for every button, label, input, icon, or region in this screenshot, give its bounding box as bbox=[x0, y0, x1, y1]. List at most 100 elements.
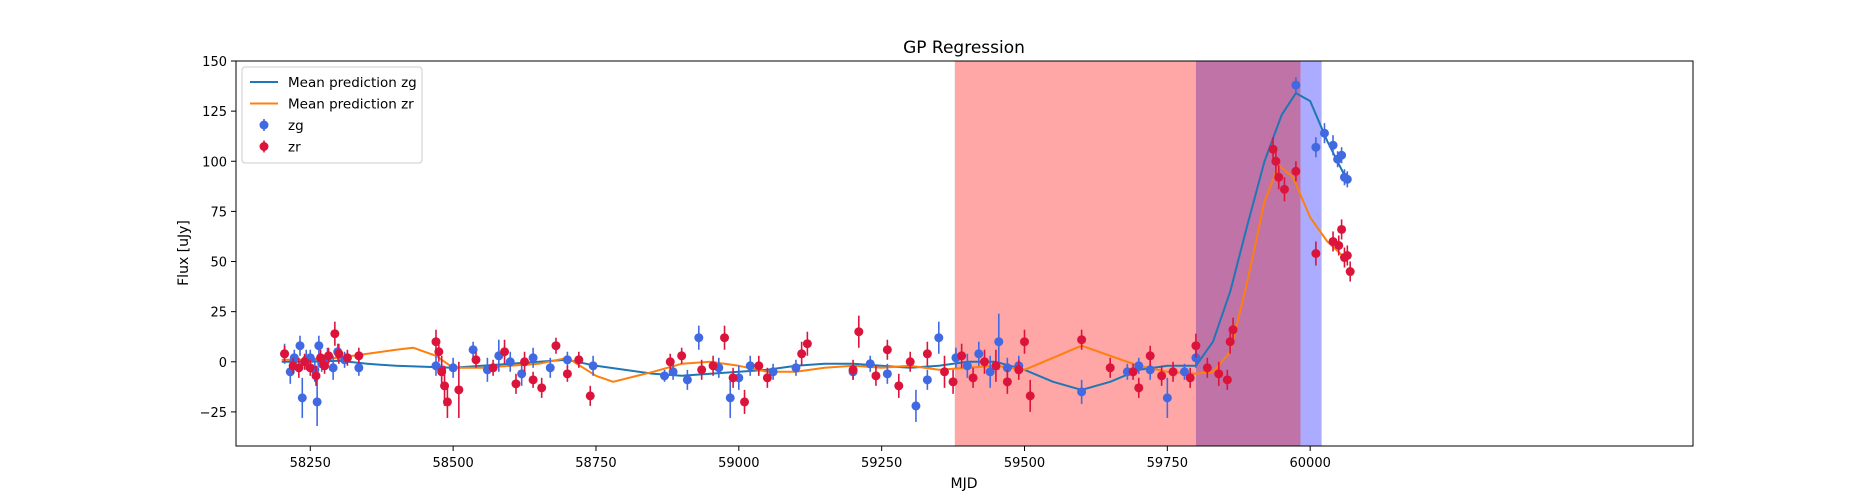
point-zr-8 bbox=[324, 347, 334, 364]
point-zr-32 bbox=[697, 359, 707, 380]
point-zr-10 bbox=[334, 343, 344, 364]
point-zr-17 bbox=[442, 385, 452, 418]
point-zr-20 bbox=[488, 359, 498, 376]
legend: Mean prediction zg Mean prediction zr zg zr bbox=[241, 66, 423, 164]
point-zr-74 bbox=[1274, 165, 1284, 190]
shaded-region-1 bbox=[1195, 61, 1301, 446]
point-zr-7 bbox=[320, 357, 330, 374]
x-tick-label-60000: 60000 bbox=[1290, 456, 1331, 471]
x-tick-label-59000: 59000 bbox=[718, 456, 759, 471]
point-zr-65 bbox=[1185, 367, 1195, 388]
y-tick-label-100: 100 bbox=[202, 155, 227, 170]
point-zg-40 bbox=[882, 363, 892, 384]
x-tick-label-58750: 58750 bbox=[575, 456, 616, 471]
point-zr-21 bbox=[500, 339, 510, 364]
point-zr-6 bbox=[316, 349, 326, 366]
point-zr-12 bbox=[354, 347, 364, 364]
legend-entry-2: zg bbox=[259, 118, 304, 134]
point-zr-62 bbox=[1145, 345, 1155, 366]
point-zr-66 bbox=[1191, 333, 1201, 358]
point-zg-18 bbox=[448, 357, 458, 378]
point-zr-50 bbox=[957, 343, 967, 368]
point-zr-39 bbox=[797, 341, 807, 366]
point-zr-0 bbox=[280, 345, 290, 362]
point-zg-63 bbox=[1337, 147, 1347, 164]
point-zr-30 bbox=[665, 353, 675, 370]
point-zr-67 bbox=[1202, 357, 1212, 378]
point-zr-76 bbox=[1291, 161, 1301, 182]
point-zg-46 bbox=[974, 341, 984, 366]
point-zg-47 bbox=[985, 355, 995, 388]
point-zr-60 bbox=[1128, 363, 1138, 380]
point-zr-68 bbox=[1214, 361, 1224, 386]
legend-label-0: Mean prediction zg bbox=[288, 75, 417, 91]
point-zg-8 bbox=[312, 377, 322, 426]
point-zr-56 bbox=[1019, 329, 1029, 354]
point-zr-4 bbox=[305, 359, 315, 376]
point-zr-23 bbox=[520, 351, 530, 372]
point-zr-64 bbox=[1168, 361, 1178, 382]
point-zg-43 bbox=[934, 321, 944, 354]
point-zr-41 bbox=[848, 359, 858, 380]
legend-label-3: zr bbox=[288, 140, 301, 156]
point-zr-22 bbox=[511, 373, 521, 394]
y-tick-label-150: 150 bbox=[202, 55, 227, 70]
point-zg-33 bbox=[725, 377, 735, 418]
y-tick-label-75: 75 bbox=[210, 205, 227, 220]
point-zg-31 bbox=[694, 325, 704, 350]
point-zr-40 bbox=[802, 331, 812, 356]
point-zr-28 bbox=[574, 351, 584, 368]
point-zr-49 bbox=[948, 369, 958, 394]
point-zr-43 bbox=[871, 365, 881, 386]
point-zr-2 bbox=[294, 357, 304, 378]
point-zr-42 bbox=[854, 315, 864, 348]
point-zg-37 bbox=[791, 359, 801, 376]
y-tick-label-125: 125 bbox=[202, 105, 227, 120]
point-zr-63 bbox=[1157, 365, 1167, 386]
point-zr-61 bbox=[1134, 377, 1144, 398]
point-zr-77 bbox=[1311, 241, 1321, 266]
point-zg-30 bbox=[682, 369, 692, 390]
x-tick-label-59500: 59500 bbox=[1004, 456, 1045, 471]
point-zr-33 bbox=[708, 355, 718, 376]
point-zg-24 bbox=[528, 347, 538, 368]
point-zr-45 bbox=[894, 373, 904, 398]
point-zr-44 bbox=[882, 339, 892, 360]
point-zr-11 bbox=[342, 349, 352, 366]
point-zg-51 bbox=[1077, 379, 1087, 404]
point-zg-45 bbox=[962, 353, 972, 378]
point-zg-55 bbox=[1162, 377, 1172, 418]
point-zg-65 bbox=[1342, 171, 1352, 188]
point-zg-9 bbox=[314, 335, 324, 356]
x-tick-label-59250: 59250 bbox=[861, 456, 902, 471]
point-zr-14 bbox=[434, 341, 444, 362]
point-zg-56 bbox=[1179, 363, 1189, 380]
point-zr-24 bbox=[528, 371, 538, 388]
point-zg-39 bbox=[865, 355, 875, 372]
y-tick-label--25: −25 bbox=[200, 406, 227, 421]
point-zr-5 bbox=[311, 365, 321, 386]
point-zr-82 bbox=[1342, 245, 1352, 266]
y-tick-label-0: 0 bbox=[219, 356, 227, 371]
point-zg-53 bbox=[1134, 357, 1144, 374]
y-tick-label-25: 25 bbox=[210, 306, 227, 321]
x-tick-label-58500: 58500 bbox=[432, 456, 473, 471]
point-zr-53 bbox=[991, 349, 1001, 382]
point-zg-42 bbox=[922, 369, 932, 390]
point-zg-58 bbox=[1291, 77, 1301, 94]
point-zr-57 bbox=[1025, 379, 1035, 412]
point-zr-25 bbox=[537, 377, 547, 398]
point-zr-58 bbox=[1077, 329, 1087, 350]
point-zg-4 bbox=[297, 377, 307, 418]
point-zg-36 bbox=[768, 363, 778, 380]
point-zg-59 bbox=[1311, 137, 1321, 158]
point-zr-38 bbox=[762, 367, 772, 388]
point-zr-71 bbox=[1228, 317, 1238, 342]
legend-entry-1: Mean prediction zr bbox=[250, 97, 414, 113]
point-zr-75 bbox=[1279, 177, 1289, 202]
point-zr-19 bbox=[471, 351, 481, 368]
point-zg-60 bbox=[1319, 123, 1329, 144]
point-zr-69 bbox=[1222, 369, 1232, 390]
x-tick-label-59750: 59750 bbox=[1147, 456, 1188, 471]
legend-label-1: Mean prediction zr bbox=[288, 97, 414, 113]
